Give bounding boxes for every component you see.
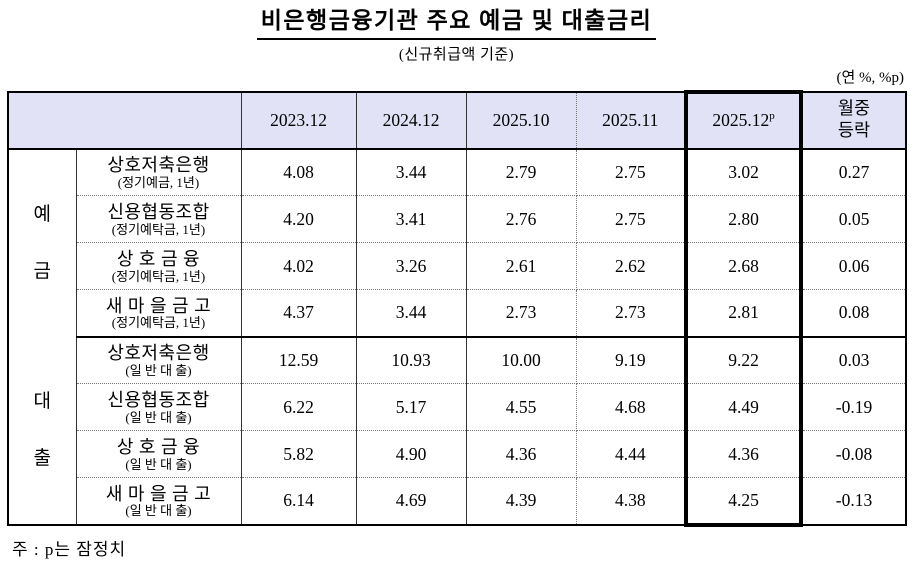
rate-cell: 4.37 [241, 289, 357, 338]
group-label-loans: 대 출 [8, 336, 77, 525]
col-header-2023-12: 2023.12 [241, 91, 357, 150]
rate-cell: 2.75 [575, 148, 686, 197]
document-header: 비은행금융기관 주요 예금 및 대출금리 (신규취급액 기준) [0, 0, 913, 64]
rate-cell: 10.93 [356, 336, 467, 385]
rate-cell: 6.22 [241, 383, 357, 432]
header-row: 2023.12 2024.12 2025.10 2025.11 2025.12p… [8, 89, 906, 150]
change-cell: 0.03 [801, 336, 906, 385]
rate-cell-highlight: 4.25 [684, 477, 803, 527]
institution-name: 상호저축은행 [107, 343, 210, 364]
rate-cell: 4.08 [241, 148, 357, 197]
rate-cell: 2.61 [466, 242, 577, 291]
institution-sub: (정기예탁금, 1년) [111, 315, 206, 331]
page-title: 비은행금융기관 주요 예금 및 대출금리 [256, 7, 657, 40]
institution-name: 신용협동조합 [107, 201, 210, 222]
institution-name: 새 마 을 금 고 [105, 295, 212, 316]
rate-cell: 4.90 [356, 430, 467, 479]
table-row: 새 마 을 금 고 (일 반 대 출) 6.14 4.69 4.39 4.38 … [8, 477, 906, 527]
col-header-2025-11: 2025.11 [575, 91, 686, 150]
institution-sub: (일 반 대 출) [125, 362, 192, 378]
institution-name: 상호저축은행 [107, 155, 210, 176]
rate-cell: 5.17 [356, 383, 467, 432]
institution-sub: (일 반 대 출) [125, 503, 192, 519]
rate-cell: 4.55 [466, 383, 577, 432]
rates-table: 2023.12 2024.12 2025.10 2025.11 2025.12p… [7, 89, 907, 527]
rate-cell: 3.44 [356, 148, 467, 197]
rate-cell: 2.75 [575, 195, 686, 244]
rate-cell-highlight: 2.81 [684, 289, 803, 338]
institution-sub: (정기예탁금, 1년) [111, 221, 206, 237]
unit-label: (연 %, %p) [836, 69, 904, 86]
rate-cell: 10.00 [466, 336, 577, 385]
institution-cell: 상 호 금 융 (정기예탁금, 1년) [76, 242, 242, 291]
institution-cell: 새 마 을 금 고 (일 반 대 출) [76, 477, 242, 525]
rate-cell: 2.62 [575, 242, 686, 291]
rate-cell: 3.44 [356, 289, 467, 338]
group-label-deposits: 예 금 [8, 148, 77, 337]
institution-sub: (정기예금, 1년) [117, 174, 200, 190]
rate-cell: 4.20 [241, 195, 357, 244]
rate-cell: 5.82 [241, 430, 357, 479]
rate-cell-highlight: 9.22 [684, 336, 803, 385]
institution-cell: 새 마 을 금 고 (정기예탁금, 1년) [76, 289, 242, 338]
change-cell: 0.08 [801, 289, 906, 338]
institution-sub: (일 반 대 출) [125, 409, 192, 425]
table-row: 예 금 상호저축은행 (정기예금, 1년) 4.08 3.44 2.79 2.7… [8, 148, 906, 337]
change-cell: 0.27 [801, 148, 906, 197]
preliminary-superscript: p [769, 110, 775, 123]
change-cell: 0.06 [801, 242, 906, 291]
institution-name: 상 호 금 융 [116, 248, 201, 269]
institution-name: 상 호 금 융 [116, 436, 201, 457]
rate-cell: 4.02 [241, 242, 357, 291]
rate-cell: 3.26 [356, 242, 467, 291]
change-cell: -0.19 [801, 383, 906, 432]
rate-cell: 2.76 [466, 195, 577, 244]
col-header-2025-10: 2025.10 [466, 91, 577, 150]
institution-cell: 신용협동조합 (일 반 대 출) [76, 383, 242, 432]
table-row: 상 호 금 융 (일 반 대 출) 5.82 4.90 4.36 4.44 4.… [8, 430, 906, 479]
table-row: 새 마 을 금 고 (정기예탁금, 1년) 4.37 3.44 2.73 2.7… [8, 289, 906, 338]
table-row: 신용협동조합 (일 반 대 출) 6.22 5.17 4.55 4.68 4.4… [8, 383, 906, 432]
col-header-2025-12-label: 2025.12 [712, 110, 770, 131]
rate-cell: 4.69 [356, 477, 467, 525]
rate-cell: 4.44 [575, 430, 686, 479]
change-cell: -0.13 [835, 490, 873, 511]
change-cell: 0.05 [801, 195, 906, 244]
institution-sub: (일 반 대 출) [125, 456, 192, 472]
institution-name: 새 마 을 금 고 [105, 483, 212, 504]
table-row: 상 호 금 융 (정기예탁금, 1년) 4.02 3.26 2.61 2.62 … [8, 242, 906, 291]
institution-cell: 신용협동조합 (정기예탁금, 1년) [76, 195, 242, 244]
rate-cell-highlight: 4.36 [684, 430, 803, 479]
institution-sub: (정기예탁금, 1년) [111, 268, 206, 284]
institution-name: 신용협동조합 [107, 389, 210, 410]
institution-cell: 상 호 금 융 (일 반 대 출) [76, 430, 242, 479]
table-row: 신용협동조합 (정기예탁금, 1년) 4.20 3.41 2.76 2.75 2… [8, 195, 906, 244]
rate-cell: 2.79 [466, 148, 577, 197]
page-subtitle: (신규취급액 기준) [398, 46, 515, 63]
rate-cell-highlight: 2.80 [684, 195, 803, 244]
col-header-2025-12: 2025.12p [684, 89, 803, 150]
rate-cell: 4.39 [466, 477, 577, 525]
table-row: 대 출 상호저축은행 (일 반 대 출) 12.59 10.93 10.00 9… [8, 336, 906, 525]
rate-cell-highlight: 2.68 [684, 242, 803, 291]
rate-cell: 4.68 [575, 383, 686, 432]
rate-cell: 12.59 [241, 336, 357, 385]
rate-cell: 2.73 [575, 289, 686, 338]
col-header-monthly-change: 월중 등락 [801, 91, 906, 150]
col-header-2024-12: 2024.12 [356, 91, 467, 150]
rate-cell-highlight: 3.02 [684, 148, 803, 197]
change-cell: -0.08 [801, 430, 906, 479]
rate-cell: 3.41 [356, 195, 467, 244]
institution-cell: 상호저축은행 (정기예금, 1년) [76, 148, 242, 197]
footnote: 주 : p는 잠정치 [12, 539, 127, 559]
rate-cell: 9.19 [575, 336, 686, 385]
rate-cell: 4.36 [466, 430, 577, 479]
rate-cell: 4.38 [575, 477, 686, 525]
institution-cell: 상호저축은행 (일 반 대 출) [76, 336, 242, 385]
rate-cell-highlight: 4.49 [684, 383, 803, 432]
rate-cell: 6.14 [241, 477, 357, 525]
rate-cell: 2.73 [466, 289, 577, 338]
corner-cell [8, 91, 242, 150]
